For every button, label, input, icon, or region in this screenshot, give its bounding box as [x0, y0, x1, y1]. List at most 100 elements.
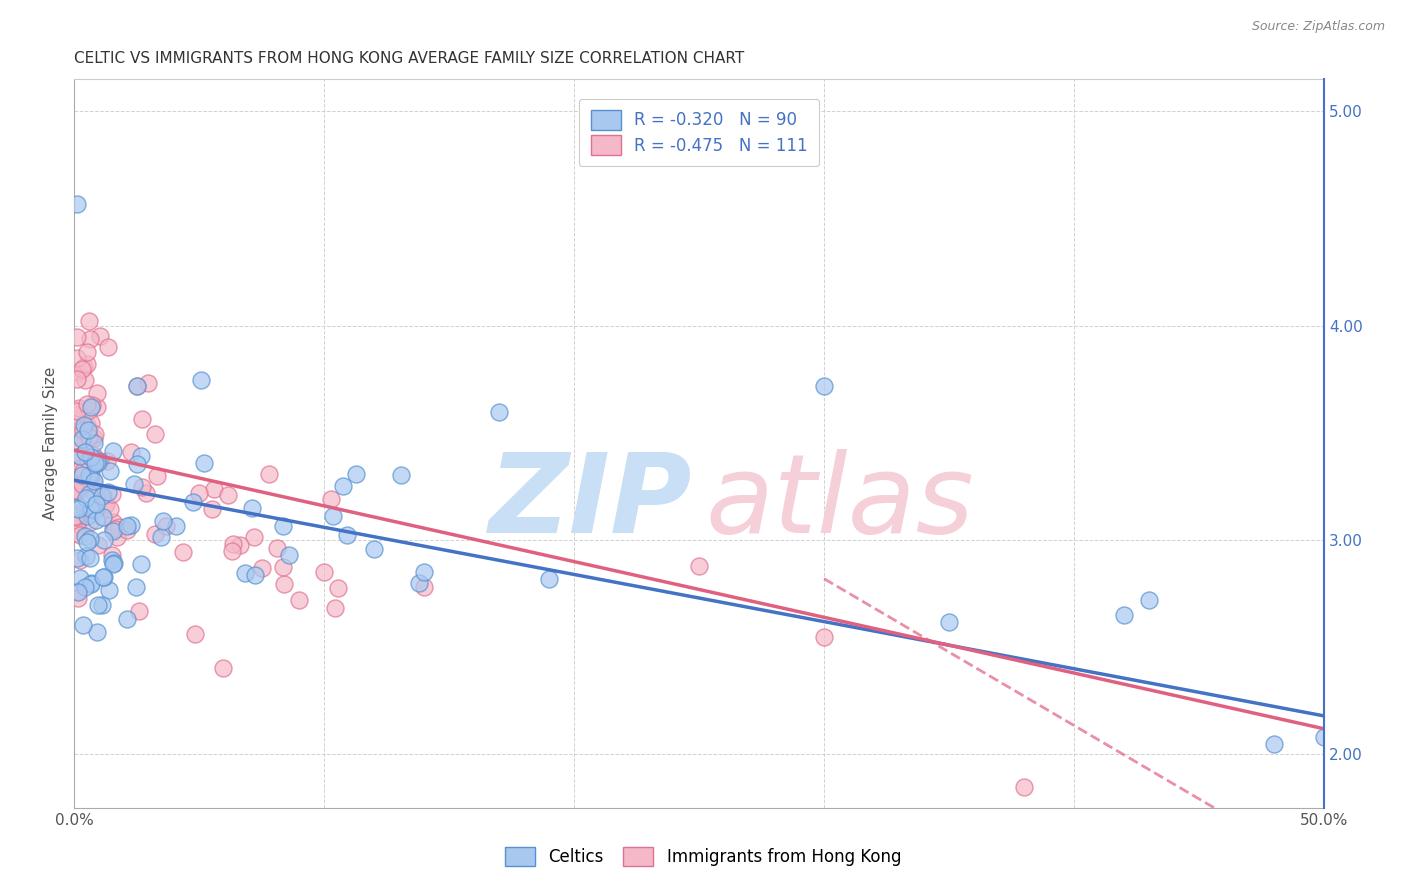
Point — [103, 556, 125, 570]
Point — [1137, 593, 1160, 607]
Point — [125, 379, 148, 393]
Point — [131, 412, 153, 426]
Point — [93, 499, 115, 513]
Legend: R = -0.320   N = 90, R = -0.475   N = 111: R = -0.320 N = 90, R = -0.475 N = 111 — [579, 99, 820, 166]
Point — [322, 509, 344, 524]
Point — [143, 527, 166, 541]
Point — [75, 580, 97, 594]
Point — [211, 660, 233, 674]
Point — [83, 485, 105, 500]
Point — [243, 568, 266, 582]
Point — [69, 552, 91, 566]
Point — [93, 533, 115, 548]
Point — [65, 329, 87, 343]
Point — [89, 329, 111, 343]
Point — [86, 400, 108, 414]
Point — [66, 507, 89, 521]
Point — [67, 428, 90, 442]
Point — [143, 427, 166, 442]
Point — [271, 560, 294, 574]
Point — [97, 484, 120, 499]
Point — [93, 570, 115, 584]
Point — [193, 456, 215, 470]
Text: CELTIC VS IMMIGRANTS FROM HONG KONG AVERAGE FAMILY SIZE CORRELATION CHART: CELTIC VS IMMIGRANTS FROM HONG KONG AVER… — [75, 51, 744, 66]
Point — [336, 527, 359, 541]
Point — [125, 458, 148, 472]
Point — [408, 575, 430, 590]
Point — [1012, 780, 1035, 794]
Point — [76, 397, 98, 411]
Point — [86, 625, 108, 640]
Point — [101, 444, 124, 458]
Point — [66, 591, 89, 606]
Point — [72, 423, 94, 437]
Point — [70, 361, 93, 376]
Point — [115, 519, 138, 533]
Point — [65, 483, 87, 498]
Point — [73, 528, 96, 542]
Point — [84, 513, 107, 527]
Point — [1114, 608, 1136, 623]
Point — [77, 314, 100, 328]
Point — [66, 522, 89, 536]
Point — [101, 548, 124, 562]
Point — [70, 461, 93, 475]
Point — [125, 379, 148, 393]
Point — [66, 551, 89, 566]
Point — [83, 451, 105, 466]
Point — [94, 497, 117, 511]
Point — [76, 417, 98, 432]
Point — [79, 486, 101, 500]
Point — [98, 464, 121, 478]
Point — [77, 468, 100, 483]
Text: atlas: atlas — [706, 449, 974, 556]
Point — [100, 501, 122, 516]
Point — [1263, 737, 1285, 751]
Point — [413, 580, 436, 594]
Point — [63, 508, 86, 523]
Point — [202, 482, 225, 496]
Point — [66, 502, 89, 516]
Point — [332, 479, 354, 493]
Point — [65, 517, 87, 532]
Point — [938, 615, 960, 629]
Legend: Celtics, Immigrants from Hong Kong: Celtics, Immigrants from Hong Kong — [496, 838, 910, 875]
Point — [80, 576, 103, 591]
Point — [66, 516, 89, 531]
Point — [76, 534, 98, 549]
Point — [79, 551, 101, 566]
Point — [152, 514, 174, 528]
Point — [257, 467, 280, 482]
Point — [87, 598, 110, 612]
Point — [80, 450, 103, 464]
Point — [278, 549, 301, 563]
Y-axis label: Average Family Size: Average Family Size — [44, 367, 58, 520]
Point — [67, 483, 90, 498]
Point — [80, 576, 103, 591]
Point — [79, 469, 101, 483]
Point — [69, 528, 91, 542]
Point — [688, 558, 710, 573]
Point — [363, 542, 385, 557]
Point — [65, 501, 87, 516]
Point — [63, 420, 86, 434]
Point — [89, 454, 111, 468]
Point — [75, 373, 97, 387]
Point — [101, 553, 124, 567]
Point — [82, 448, 104, 462]
Point — [135, 486, 157, 500]
Text: Source: ZipAtlas.com: Source: ZipAtlas.com — [1251, 20, 1385, 33]
Point — [72, 464, 94, 478]
Point — [117, 523, 139, 537]
Point — [83, 474, 105, 488]
Point — [101, 487, 124, 501]
Point — [217, 488, 239, 502]
Point — [83, 435, 105, 450]
Point — [76, 509, 98, 524]
Point — [101, 515, 124, 529]
Point — [66, 404, 89, 418]
Point — [413, 566, 436, 580]
Point — [67, 435, 90, 450]
Point — [76, 473, 98, 487]
Point — [314, 566, 336, 580]
